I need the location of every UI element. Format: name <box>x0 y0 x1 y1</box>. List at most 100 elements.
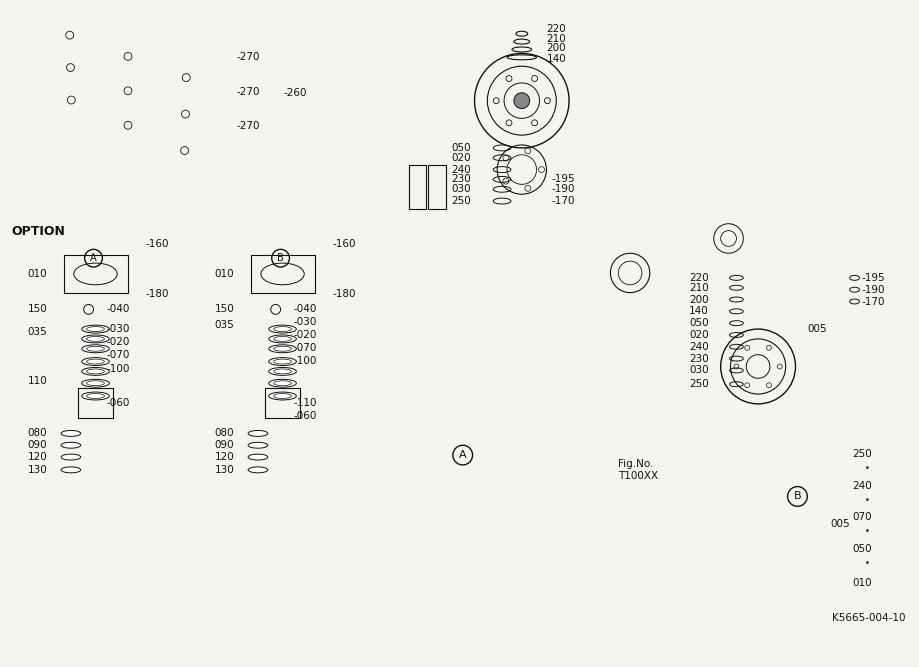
Text: 080: 080 <box>215 428 234 438</box>
Text: OPTION: OPTION <box>12 225 65 238</box>
Bar <box>251 255 315 293</box>
Text: -070: -070 <box>107 350 130 360</box>
Text: 035: 035 <box>28 327 47 337</box>
Text: -190: -190 <box>551 184 574 194</box>
Text: 005: 005 <box>807 324 827 334</box>
Ellipse shape <box>268 392 296 400</box>
Text: -070: -070 <box>293 343 317 353</box>
Text: -260: -260 <box>284 88 307 98</box>
Ellipse shape <box>268 380 296 387</box>
Text: 020: 020 <box>689 330 709 340</box>
Text: -180: -180 <box>146 289 169 299</box>
Text: A: A <box>459 450 467 460</box>
Text: B: B <box>794 492 801 502</box>
Polygon shape <box>77 100 179 151</box>
Text: -195: -195 <box>861 273 885 283</box>
Ellipse shape <box>82 368 109 376</box>
Text: 220: 220 <box>547 24 566 34</box>
Text: 220: 220 <box>689 273 709 283</box>
Text: K5665-004-10: K5665-004-10 <box>832 612 905 622</box>
Text: •: • <box>865 559 869 568</box>
Text: 150: 150 <box>28 304 47 314</box>
Text: 240: 240 <box>853 481 872 491</box>
Polygon shape <box>76 35 180 78</box>
Text: Fig.No.
T100XX: Fig.No. T100XX <box>618 459 658 481</box>
Bar <box>78 388 113 418</box>
Ellipse shape <box>268 358 296 366</box>
Ellipse shape <box>61 454 81 460</box>
Text: -270: -270 <box>236 52 260 62</box>
Text: -040: -040 <box>293 304 317 314</box>
Text: -160: -160 <box>146 239 169 249</box>
Text: •: • <box>865 464 869 474</box>
Text: 070: 070 <box>853 512 872 522</box>
Text: -030: -030 <box>293 317 317 327</box>
Text: 200: 200 <box>689 295 709 305</box>
Ellipse shape <box>268 368 296 376</box>
Text: 005: 005 <box>830 519 849 529</box>
Text: -170: -170 <box>861 297 885 307</box>
Text: 120: 120 <box>28 452 47 462</box>
Ellipse shape <box>61 467 81 473</box>
Text: 010: 010 <box>215 269 234 279</box>
Text: 250: 250 <box>451 196 471 206</box>
Text: -195: -195 <box>551 175 575 184</box>
Text: 230: 230 <box>451 175 471 184</box>
Text: -040: -040 <box>107 304 130 314</box>
Text: •: • <box>865 496 869 505</box>
Text: -190: -190 <box>861 285 885 295</box>
Text: -020: -020 <box>107 337 130 347</box>
Ellipse shape <box>248 442 267 448</box>
Text: 200: 200 <box>547 43 566 53</box>
Ellipse shape <box>61 442 81 448</box>
Text: -020: -020 <box>293 330 317 340</box>
Polygon shape <box>76 67 179 114</box>
Bar <box>265 388 301 418</box>
Text: -100: -100 <box>107 364 130 374</box>
Text: 010: 010 <box>28 269 47 279</box>
Bar <box>64 255 128 293</box>
Text: 130: 130 <box>28 465 47 475</box>
Text: 030: 030 <box>689 366 709 376</box>
Text: 010: 010 <box>853 578 872 588</box>
Text: B: B <box>278 253 284 263</box>
Bar <box>428 165 446 209</box>
Text: 120: 120 <box>215 452 234 462</box>
Text: 090: 090 <box>28 440 47 450</box>
Ellipse shape <box>61 430 81 436</box>
Text: -060: -060 <box>107 398 130 408</box>
Text: 240: 240 <box>689 342 709 352</box>
Text: -170: -170 <box>551 196 574 206</box>
Ellipse shape <box>82 335 109 343</box>
Ellipse shape <box>248 467 267 473</box>
Text: 090: 090 <box>215 440 234 450</box>
Text: 080: 080 <box>28 428 47 438</box>
Text: 250: 250 <box>853 449 872 459</box>
Ellipse shape <box>82 345 109 353</box>
Polygon shape <box>374 398 896 509</box>
Text: -270: -270 <box>236 121 260 131</box>
Ellipse shape <box>248 454 267 460</box>
Text: A: A <box>90 253 96 263</box>
Text: -030: -030 <box>107 324 130 334</box>
Text: 140: 140 <box>547 54 566 64</box>
Text: 210: 210 <box>547 33 566 43</box>
Text: 020: 020 <box>451 153 471 163</box>
Polygon shape <box>374 203 796 394</box>
Text: •: • <box>865 528 869 536</box>
Text: 130: 130 <box>215 465 234 475</box>
Text: -180: -180 <box>333 289 357 299</box>
Text: -060: -060 <box>293 411 317 421</box>
Ellipse shape <box>82 380 109 387</box>
Text: -100: -100 <box>293 356 317 366</box>
Text: 240: 240 <box>451 165 471 175</box>
Text: 230: 230 <box>689 354 709 364</box>
Ellipse shape <box>82 325 109 333</box>
Ellipse shape <box>248 430 267 436</box>
Text: 050: 050 <box>853 544 872 554</box>
Text: 250: 250 <box>689 380 709 390</box>
Text: -270: -270 <box>236 87 260 97</box>
Ellipse shape <box>82 392 109 400</box>
Text: 030: 030 <box>451 184 471 194</box>
Ellipse shape <box>268 335 296 343</box>
